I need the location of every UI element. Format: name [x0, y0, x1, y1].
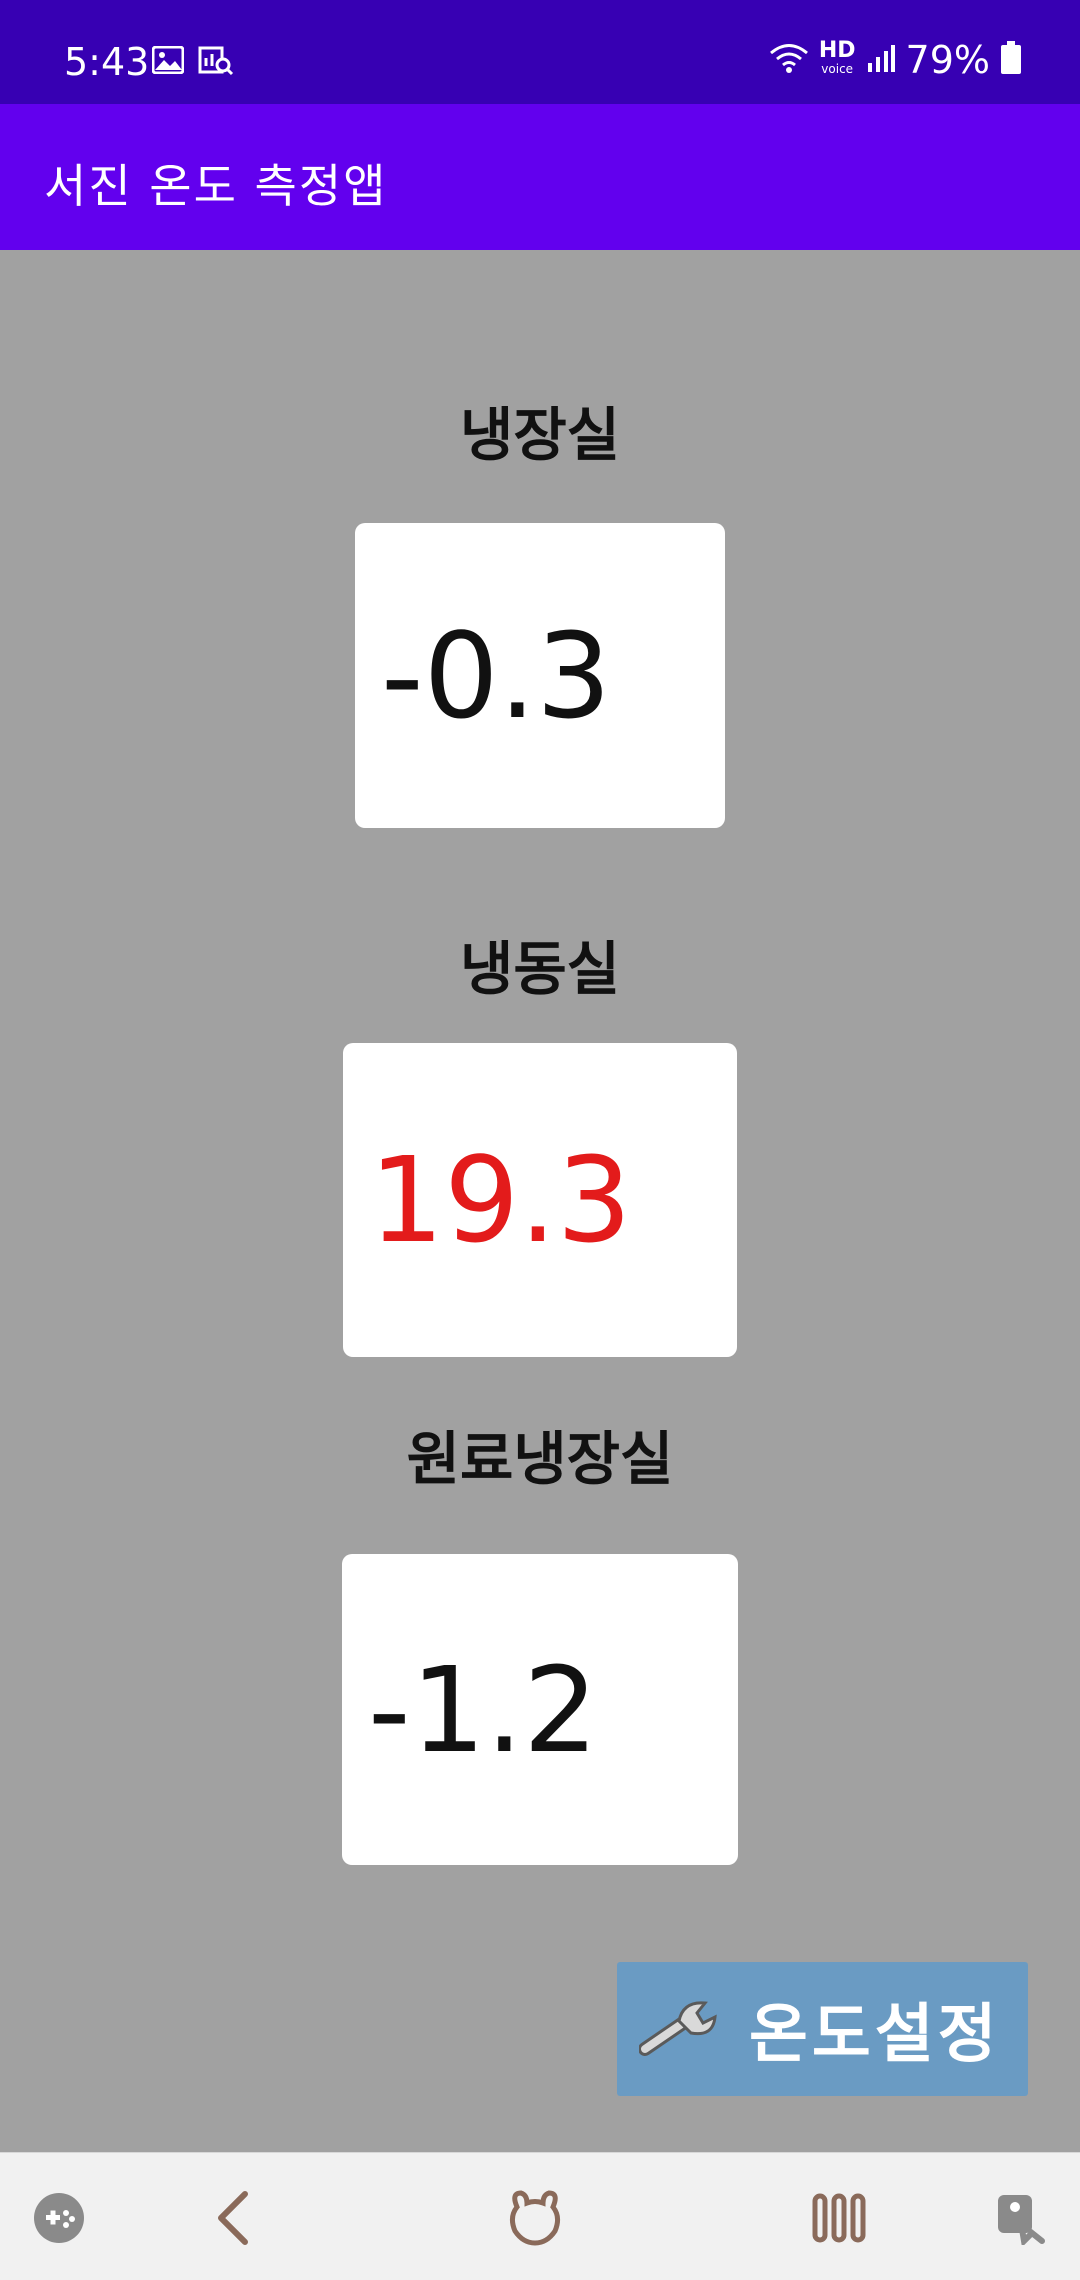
temperature-settings-label: 온도설정 [749, 1998, 1001, 2070]
scan-search-icon [198, 46, 234, 80]
hd-label: HD [818, 38, 856, 63]
battery-icon [1000, 41, 1022, 79]
app-bar: 서진 온도 측정앱 [0, 104, 1080, 250]
status-time: 5:43 [64, 40, 150, 84]
app-title: 서진 온도 측정앱 [44, 159, 388, 213]
recents-icon[interactable] [804, 2183, 874, 2253]
temp-box-ingredient-refrigerator: -1.2 [342, 1554, 738, 1865]
temp-value-ingredient-refrigerator: -1.2 [368, 1640, 599, 1779]
temp-box-freezer: 19.3 [343, 1043, 737, 1357]
status-bar: 5:43 HD voice 79% [0, 0, 1080, 104]
temperature-settings-button[interactable]: 온도설정 [617, 1962, 1028, 2096]
navigation-bar [0, 2152, 1080, 2280]
temp-box-refrigerator: -0.3 [355, 523, 725, 828]
section-label-ingredient-refrigerator: 원료냉장실 [406, 1425, 674, 1493]
wifi-icon [769, 42, 809, 78]
voice-label: voice [821, 62, 854, 76]
game-launcher-icon[interactable] [24, 2183, 94, 2253]
signal-icon [866, 43, 896, 77]
battery-percent: 79% [905, 38, 990, 82]
back-icon[interactable] [198, 2183, 268, 2253]
hd-voice-badge: HD voice [819, 40, 856, 78]
temp-value-freezer: 19.3 [369, 1131, 632, 1269]
status-right-group: HD voice 79% [769, 38, 1022, 82]
accessibility-icon[interactable] [986, 2183, 1056, 2253]
section-label-refrigerator: 냉장실 [459, 401, 621, 469]
home-icon[interactable] [500, 2183, 570, 2253]
wrench-icon [638, 1997, 719, 2062]
section-label-freezer: 냉동실 [459, 935, 621, 1003]
notification-icons [151, 45, 234, 80]
temp-value-refrigerator: -0.3 [381, 606, 612, 745]
gallery-icon [151, 45, 185, 80]
